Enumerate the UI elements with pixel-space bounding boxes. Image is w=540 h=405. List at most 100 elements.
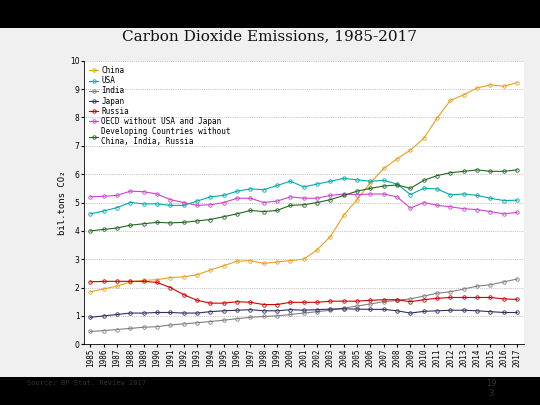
China [300, 257, 307, 262]
OECD without USA and Japan [354, 192, 360, 197]
USA [207, 194, 214, 199]
Developing Countries without
China, India, Russia [207, 217, 214, 222]
Developing Countries without
China, India, Russia [167, 220, 174, 225]
India [381, 299, 387, 304]
Russia [114, 279, 120, 284]
USA [180, 203, 187, 208]
China [461, 92, 467, 97]
USA [100, 209, 107, 213]
Developing Countries without
China, India, Russia [247, 208, 254, 213]
USA [314, 181, 320, 186]
Line: USA: USA [89, 177, 519, 215]
OECD without USA and Japan [220, 200, 227, 205]
Russia [461, 295, 467, 300]
China [140, 278, 147, 283]
Japan [100, 313, 107, 318]
USA [341, 176, 347, 181]
Developing Countries without
China, India, Russia [87, 228, 93, 233]
Developing Countries without
China, India, Russia [114, 226, 120, 230]
OECD without USA and Japan [501, 211, 507, 216]
India [407, 296, 414, 301]
USA [367, 179, 374, 184]
Russia [194, 298, 200, 303]
Line: Japan: Japan [89, 307, 519, 319]
China [394, 156, 400, 161]
OECD without USA and Japan [327, 193, 334, 198]
Developing Countries without
China, India, Russia [234, 211, 240, 216]
USA [247, 186, 254, 191]
India [247, 315, 254, 320]
Russia [327, 299, 334, 304]
Russia [354, 299, 360, 304]
India [327, 308, 334, 313]
Japan [260, 308, 267, 313]
Line: OECD without USA and Japan: OECD without USA and Japan [89, 190, 519, 215]
Text: Carbon Dioxide Emissions, 1985-2017: Carbon Dioxide Emissions, 1985-2017 [123, 30, 417, 43]
India [220, 318, 227, 322]
Japan [381, 307, 387, 312]
India [100, 328, 107, 333]
USA [274, 183, 280, 188]
China [100, 287, 107, 292]
USA [407, 192, 414, 197]
OECD without USA and Japan [114, 193, 120, 198]
Japan [394, 308, 400, 313]
Legend: China, USA, India, Japan, Russia, OECD without USA and Japan, Developing Countri: China, USA, India, Japan, Russia, OECD w… [87, 64, 232, 148]
Line: India: India [89, 277, 519, 333]
OECD without USA and Japan [514, 210, 521, 215]
Russia [487, 295, 494, 300]
Japan [154, 310, 160, 315]
India [260, 314, 267, 319]
OECD without USA and Japan [447, 204, 454, 209]
Russia [87, 279, 93, 284]
Developing Countries without
China, India, Russia [154, 220, 160, 225]
OECD without USA and Japan [287, 194, 294, 199]
Japan [194, 311, 200, 315]
China [407, 148, 414, 153]
Developing Countries without
China, India, Russia [100, 227, 107, 232]
Russia [180, 292, 187, 297]
OECD without USA and Japan [100, 194, 107, 199]
Japan [114, 312, 120, 317]
OECD without USA and Japan [140, 189, 147, 194]
OECD without USA and Japan [367, 192, 374, 196]
Russia [501, 296, 507, 301]
USA [127, 200, 133, 205]
Developing Countries without
China, India, Russia [474, 168, 481, 173]
China [287, 258, 294, 263]
OECD without USA and Japan [207, 202, 214, 207]
Russia [234, 299, 240, 304]
Japan [501, 310, 507, 315]
USA [220, 193, 227, 198]
Russia [167, 285, 174, 290]
Russia [154, 280, 160, 285]
OECD without USA and Japan [180, 200, 187, 205]
India [314, 309, 320, 314]
OECD without USA and Japan [314, 196, 320, 200]
India [434, 291, 440, 296]
China [127, 279, 133, 284]
Japan [207, 309, 214, 314]
Developing Countries without
China, India, Russia [314, 200, 320, 205]
Japan [287, 307, 294, 312]
OECD without USA and Japan [87, 194, 93, 199]
India [474, 284, 481, 288]
China [354, 197, 360, 202]
Russia [434, 296, 440, 301]
USA [154, 202, 160, 207]
Japan [234, 308, 240, 313]
Russia [381, 297, 387, 302]
USA [501, 198, 507, 203]
China [381, 166, 387, 171]
Japan [434, 308, 440, 313]
Developing Countries without
China, India, Russia [394, 183, 400, 188]
China [114, 284, 120, 288]
USA [474, 193, 481, 198]
Japan [447, 308, 454, 313]
OECD without USA and Japan [300, 196, 307, 200]
OECD without USA and Japan [487, 209, 494, 214]
Russia [140, 279, 147, 284]
Developing Countries without
China, India, Russia [327, 197, 334, 202]
China [327, 234, 334, 239]
India [461, 287, 467, 292]
